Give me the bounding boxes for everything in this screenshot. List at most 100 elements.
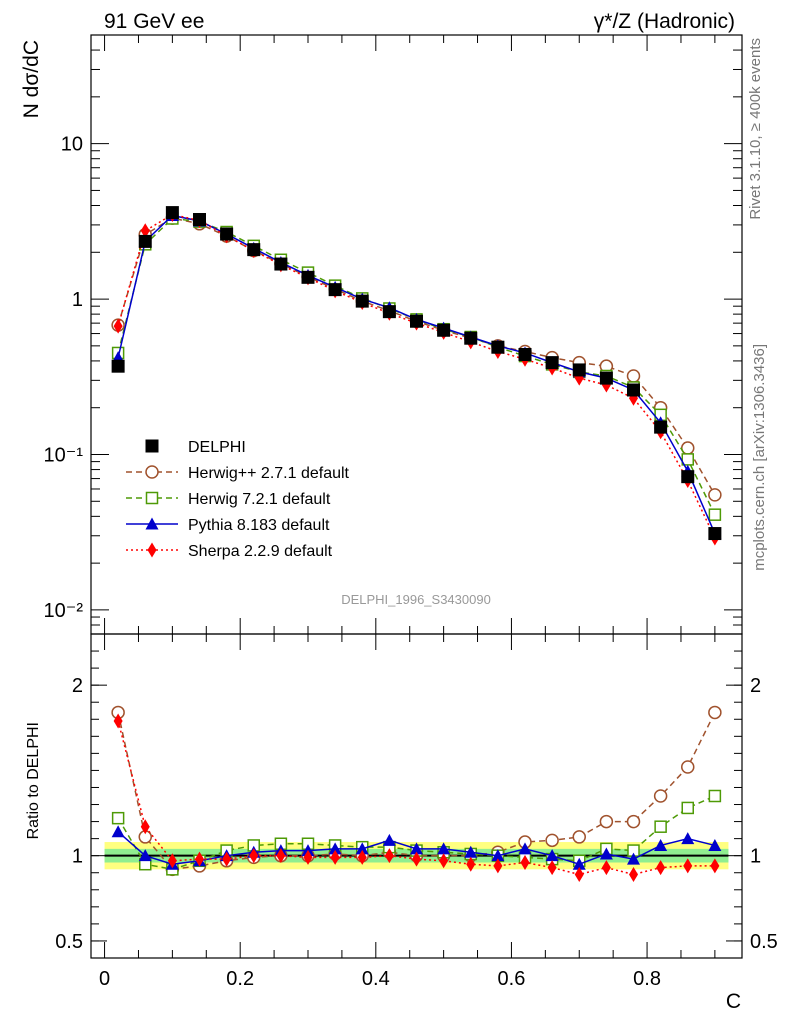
ratio-point-herwig7: [708, 789, 722, 803]
main-point-herwigpp: [626, 369, 641, 383]
ratio-point-herwigpp: [653, 789, 668, 803]
ratio-point-sherpa: [195, 851, 204, 867]
rivet-label: Rivet 3.1.10, ≥ 400k events: [747, 38, 764, 220]
main-ytick-label: 10⁻¹: [44, 444, 84, 466]
legend-label: Sherpa 2.2.9 default: [188, 543, 333, 560]
ratio-series-pythia: [111, 825, 722, 870]
ratio-point-sherpa: [412, 851, 421, 867]
ratio-point-herwigpp: [626, 814, 641, 829]
ratio-point-herwigpp: [572, 830, 586, 844]
main-point-data: [599, 371, 613, 385]
ratio-point-herwigpp: [545, 833, 559, 848]
ratio-point-pythia: [111, 825, 125, 838]
main-point-sherpa: [113, 318, 123, 334]
ratio-point-herwigpp: [599, 814, 614, 829]
main-line-sherpa: [117, 213, 716, 539]
ratio-point-pythia: [138, 849, 152, 862]
ratio-point-pythia: [410, 842, 423, 855]
header-left-label: 91 GeV ee: [104, 10, 204, 33]
main-point-data: [491, 340, 505, 354]
ratio-point-herwig7: [111, 811, 125, 825]
ratio-point-pythia: [654, 838, 668, 851]
ratio-point-sherpa: [249, 848, 259, 864]
main-point-data: [437, 323, 451, 337]
legend-marker: [147, 542, 157, 558]
legend-marker: [145, 465, 159, 479]
legend-entry-pythia: Pythia 8.183 default: [126, 517, 330, 534]
ratio-point-sherpa: [357, 849, 367, 865]
main-point-data: [355, 294, 369, 308]
ratio-ytick-label-right: 1: [750, 846, 761, 868]
xtick-label: 0.2: [226, 968, 254, 990]
ratio-point-pythia: [355, 842, 369, 855]
main-point-data: [274, 257, 288, 271]
main-point-data: [545, 356, 559, 370]
main-ytick-label: 1: [72, 289, 83, 311]
main-point-data: [111, 359, 125, 373]
main-point-herwigpp: [708, 488, 722, 502]
source-label: mcplots.cern.ch [arXiv:1306.3436]: [751, 344, 768, 571]
ratio-point-sherpa: [276, 848, 286, 864]
ratio-point-sherpa: [330, 849, 340, 865]
legend-label: Pythia 8.183 default: [188, 517, 330, 534]
xtick-label: 0: [99, 968, 110, 990]
ratio-point-sherpa: [574, 866, 584, 882]
ratio-point-herwigpp: [708, 705, 722, 720]
ratio-point-herwig7: [681, 801, 694, 815]
ratio-point-sherpa: [656, 860, 666, 876]
legend-marker: [145, 439, 159, 453]
axis-ticks: 10⁻² 10⁻¹ 1 10 0 0.2 0.4 0.6 0.8 0.5 0.5 1 1 2 2: [44, 34, 778, 990]
main-point-sherpa: [140, 223, 150, 239]
ratio-point-sherpa: [439, 853, 449, 869]
ratio-point-herwigpp: [681, 760, 695, 774]
legend-entry-sherpa: Sherpa 2.2.9 default: [126, 542, 333, 560]
main-point-data: [193, 213, 206, 227]
ratio-point-pythia: [572, 857, 586, 870]
x-axis-label: C: [726, 990, 741, 1013]
legend-marker: [145, 491, 159, 505]
ratio-point-sherpa: [547, 860, 557, 876]
main-point-data: [382, 305, 396, 319]
main-ytick-label: 10: [61, 134, 83, 156]
xtick-label: 0.6: [498, 968, 526, 990]
ratio-ytick-label-right: 2: [750, 675, 761, 697]
main-point-data: [410, 314, 423, 328]
ratio-point-sherpa: [140, 819, 150, 835]
main-point-data: [681, 470, 695, 484]
ratio-point-sherpa: [466, 856, 476, 872]
ratio-ytick-label: 1: [72, 846, 83, 868]
ratio-ylabel: Ratio to DELPHI: [25, 722, 42, 839]
ratio-line-herwig7: [117, 795, 716, 871]
ratio-point-sherpa: [520, 855, 530, 871]
analysis-label: DELPHI_1996_S3430090: [341, 592, 491, 607]
ratio-point-pythia: [491, 849, 505, 862]
main-point-data: [654, 420, 668, 434]
legend-label: Herwig++ 2.7.1 default: [188, 465, 350, 482]
ratio-point-pythia: [708, 838, 722, 851]
main-point-data: [518, 347, 532, 361]
ratio-point-sherpa: [601, 860, 611, 876]
ratio-point-pythia: [681, 832, 695, 845]
main-line-pythia: [117, 214, 716, 534]
main-point-data: [464, 331, 478, 345]
main-series-herwigpp: [111, 211, 722, 502]
main-series-data: [111, 206, 722, 541]
ratio-panel-frame: [90, 633, 743, 959]
legend-label: DELPHI: [188, 439, 246, 456]
main-point-data: [572, 363, 586, 377]
ratio-ytick-label-right: 0.5: [750, 931, 778, 953]
main-point-data: [328, 283, 342, 297]
ratio-point-pythia: [328, 842, 342, 855]
ratio-point-sherpa: [710, 858, 720, 874]
ratio-point-sherpa: [222, 851, 232, 867]
ratio-point-sherpa: [629, 866, 638, 882]
main-point-data: [708, 527, 722, 541]
ratio-point-pythia: [599, 847, 613, 860]
ratio-point-sherpa: [303, 849, 313, 865]
legend-entry-herwigpp: Herwig++ 2.7.1 default: [126, 465, 350, 482]
ratio-ytick-label: 2: [72, 675, 83, 697]
ratio-point-sherpa: [493, 858, 503, 874]
ratio-point-sherpa: [167, 853, 177, 869]
header-right-label: γ*/Z (Hadronic): [594, 10, 735, 33]
